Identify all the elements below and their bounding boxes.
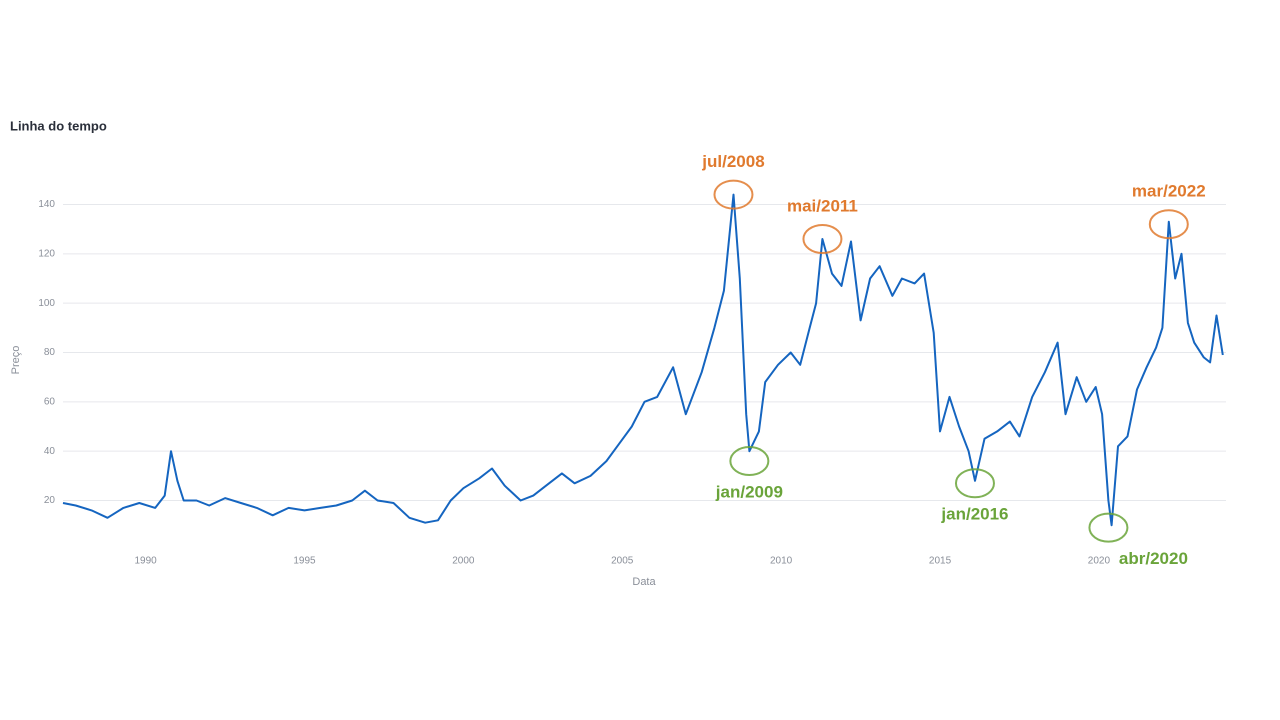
annotation-label: jan/2016 [940, 505, 1008, 524]
annotation-label: abr/2020 [1119, 549, 1188, 568]
x-axis-label: Data [632, 576, 656, 588]
x-tick-label: 2015 [929, 556, 952, 567]
annotation-circle [1148, 209, 1189, 240]
x-tick-label: 1990 [134, 556, 157, 567]
annotation-circle [1088, 512, 1129, 543]
annotation-label: jan/2009 [715, 483, 783, 502]
y-tick-label: 140 [38, 199, 55, 210]
annotation-circle [954, 468, 995, 499]
y-tick-label: 120 [38, 248, 55, 259]
x-tick-label: 1995 [293, 556, 316, 567]
chart-title: Linha do tempo [10, 118, 107, 133]
x-tick-label: 2005 [611, 556, 634, 567]
y-tick-label: 60 [44, 396, 56, 407]
annotation-label: jul/2008 [701, 152, 764, 171]
y-tick-label: 80 [44, 347, 56, 358]
x-tick-label: 2000 [452, 556, 475, 567]
y-tick-label: 40 [44, 446, 56, 457]
x-tick-label: 2010 [770, 556, 793, 567]
annotation-circle [802, 224, 843, 255]
annotation-label: mai/2011 [787, 196, 858, 215]
annotation-label: mar/2022 [1132, 182, 1206, 201]
annotation-circle [713, 179, 754, 210]
y-axis-label: Preço [10, 346, 22, 375]
y-tick-label: 100 [38, 298, 55, 309]
x-tick-label: 2020 [1088, 556, 1111, 567]
annotation-circle [729, 446, 770, 477]
y-tick-label: 20 [44, 495, 56, 506]
price-line [62, 193, 1224, 527]
